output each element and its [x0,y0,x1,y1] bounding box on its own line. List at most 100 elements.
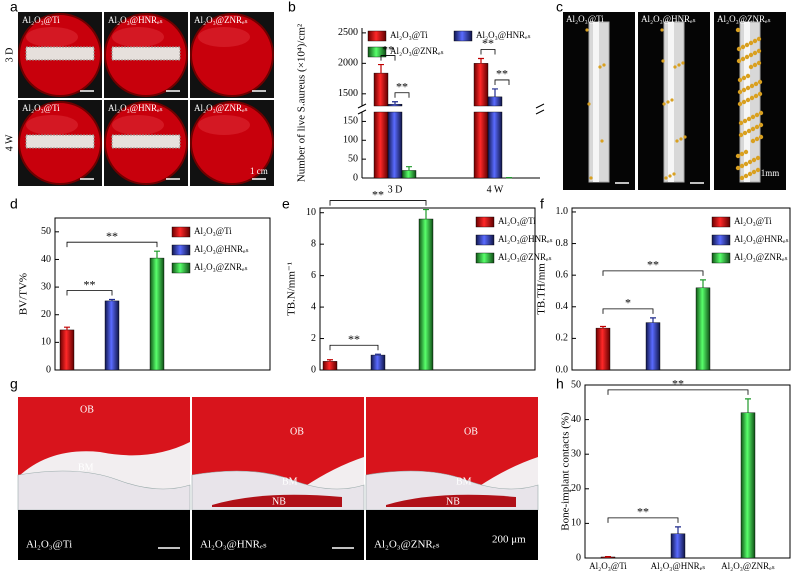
histo-label: Al₂O₃@HNRₑₛ [200,539,267,551]
bar [387,103,403,107]
bacteria-strip [25,134,95,149]
bone-speck [673,65,677,69]
bone-speck [751,157,757,163]
ct-label: Al₂O₃@HNRₑₛ [641,14,696,24]
error-bar [64,326,70,330]
bone-speck [737,101,743,107]
legend-label: Al₂O₃@Ti [498,216,536,226]
y-tick-label: 0.2 [556,333,569,344]
bone-speck [746,128,752,134]
significance-label: ** [482,36,494,50]
bar [373,72,389,107]
significance-label: ** [84,277,96,291]
bone-speck [754,136,760,142]
bar [104,300,120,371]
significance-bracket [602,308,654,314]
y-tick-label: 10 [306,207,316,218]
y-axis-label: Number of live S.aureus (×10⁴)/cm² [296,23,308,182]
bone-speck [740,44,746,50]
error-bar [109,298,115,301]
legend-swatch [367,46,387,58]
implant-shine [668,22,674,182]
error-bar [375,353,381,356]
bone-speck [757,79,763,85]
legend-label: Al₂O₃@Ti [734,216,772,226]
marrow-tissue [17,470,191,511]
tissue-label: OB [464,426,478,437]
legend-label: Al₂O₃@ZNRₑₛ [390,46,444,56]
bone-speck [742,118,748,124]
legend-label: Al₂O₃@ZNRₑₛ [734,252,788,262]
legend-swatch [171,262,191,274]
bar [695,287,711,371]
bone-speck [742,130,748,136]
bone-speck [741,75,747,81]
bar [322,361,338,371]
y-tick-label: 0 [46,364,51,375]
y-tick-label: 6 [311,270,316,281]
bar [59,329,75,371]
bone-speck [747,159,753,165]
legend-swatch [475,234,495,246]
y-tick-label: 50 [41,226,51,237]
tissue-label: BM [282,476,298,487]
error-bar [492,88,498,97]
significance-bracket [380,55,396,61]
dish-label: Al₂O₃@ZNRₑₛ [194,103,248,113]
bar [740,412,756,559]
legend-swatch [475,252,495,264]
bone-speck [749,83,755,89]
bone-speck [739,151,745,157]
bone-speck [753,81,759,87]
y-tick-label: 10 [41,337,51,348]
ct-label: Al₂O₃@Ti [566,14,604,24]
bone-speck [602,63,606,67]
bone-speck [737,77,743,83]
bone-speck [740,56,746,62]
panel-letter: a [10,0,18,15]
legend-swatch [711,234,731,246]
bone-speck [660,28,664,32]
significance-label: ** [106,229,118,243]
error-bar [675,526,681,534]
bone-speck [598,65,602,69]
tissue-label: BM [78,462,94,473]
ct-label: Al₂O₃@ZNRₑₛ [717,14,771,24]
bone-speck [662,102,666,106]
bone-speck [754,124,760,130]
implant-region [18,510,190,560]
panel-letter: h [556,376,564,392]
legend-label: Al₂O₃@ZNRₑₛ [498,252,552,262]
dish-label: Al₂O₃@ZNRₑₛ [194,15,248,25]
tissue-label: NB [446,496,460,507]
y-tick-label: 0.6 [556,269,569,280]
bone-speck [741,87,747,93]
legend-swatch [171,244,191,256]
bone-speck [736,58,742,64]
bone-speck [755,155,761,161]
bone-speck [677,63,681,67]
bone-speck [746,116,752,122]
significance-label: ** [372,187,384,201]
x-tick-label: Al₂O₃@Ti [589,561,627,571]
y-tick-label: 100 [343,135,358,146]
bone-speck [755,167,761,173]
legend-swatch [367,30,387,42]
legend-label: Al₂O₃@ZNRₑₛ [194,262,248,272]
x-tick-label: 3 D [388,184,403,195]
new-bone [212,494,342,507]
y-tick-label: 0.8 [556,238,569,249]
implant-region [366,510,538,560]
bone-speck [752,38,758,44]
bone-speck [750,126,756,132]
bone-speck [750,138,756,144]
new-bone [386,494,516,507]
tissue-label: OB [80,404,94,415]
significance-bracket [480,49,496,55]
bone-speck [743,149,749,155]
bone-speck [661,59,665,63]
y-tick-label: 0.4 [556,301,569,312]
bone-speck [756,36,762,42]
y-tick-label: 50 [571,379,581,390]
significance-bracket [66,290,113,296]
